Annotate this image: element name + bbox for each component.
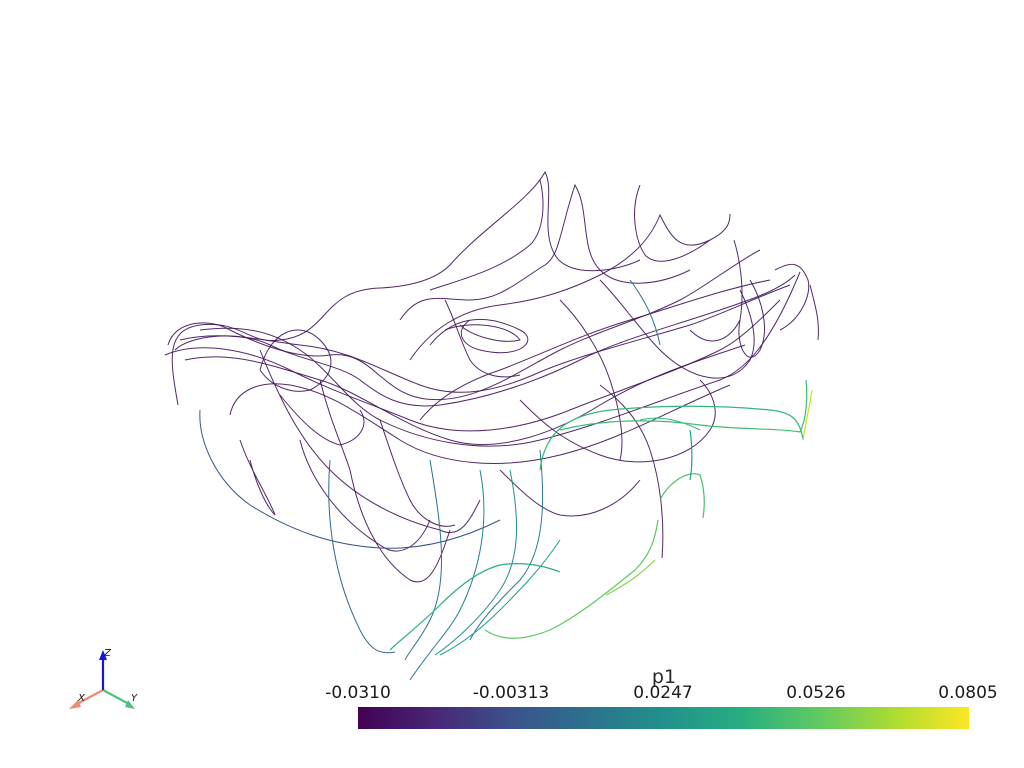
x-axis-arrow bbox=[69, 700, 81, 709]
scalar-bar-tick-4: 0.0526 bbox=[786, 683, 846, 703]
streamlines-high bbox=[389, 379, 813, 651]
streamlines-mid bbox=[199, 279, 701, 681]
y-axis-label: Y bbox=[131, 693, 138, 704]
scalar-bar-gradient bbox=[358, 707, 969, 729]
z-axis-label: Z bbox=[103, 648, 112, 659]
x-axis-line bbox=[74, 689, 104, 706]
scalar-bar-title: p1 bbox=[651, 666, 677, 688]
orientation-axes-widget: X Y Z bbox=[69, 648, 138, 709]
scalar-bar-tick-3: 0.0247 bbox=[633, 683, 693, 703]
x-axis-label: X bbox=[77, 693, 86, 704]
y-axis-arrow bbox=[125, 700, 135, 709]
scalar-bar-tick-min: -0.0310 bbox=[325, 683, 391, 703]
scalar-bar-tick-max: 0.0805 bbox=[938, 683, 998, 703]
y-axis-line bbox=[102, 689, 130, 705]
scalar-bar-tick-2: -0.00313 bbox=[472, 683, 550, 703]
streamlines-low bbox=[164, 170, 819, 583]
z-axis-arrow bbox=[99, 650, 107, 660]
